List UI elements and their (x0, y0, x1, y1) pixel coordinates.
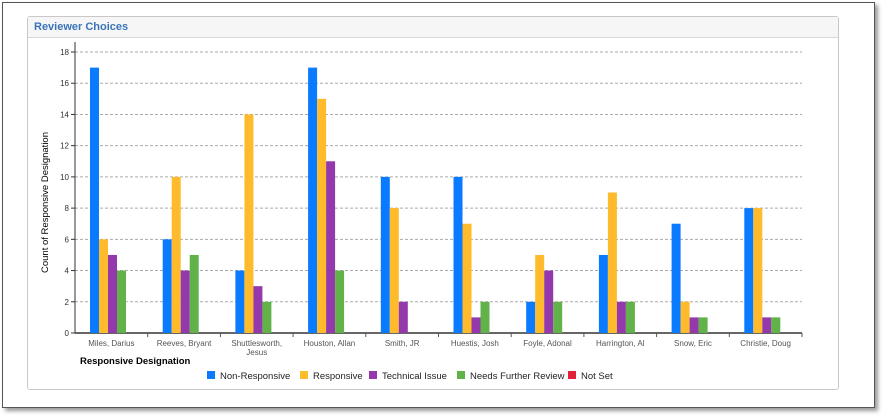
bar-responsive (535, 254, 545, 333)
bar-technical-issue (544, 270, 554, 333)
bar-needs-further-review (117, 270, 126, 333)
bar-technical-issue (326, 161, 336, 333)
bar-needs-further-review (553, 301, 563, 333)
bar-responsive (680, 301, 690, 333)
x-tick-label: Reeves, Bryant (157, 339, 212, 348)
bar-technical-issue (180, 270, 190, 333)
bar-technical-issue (616, 301, 626, 333)
legend-swatch (207, 371, 215, 379)
bar-non-responsive (90, 67, 99, 333)
bar-non-responsive (744, 208, 754, 333)
bar-technical-issue (253, 286, 263, 333)
y-tick-label: 0 (65, 329, 70, 338)
bar-non-responsive (308, 67, 318, 333)
legend-item-not-set[interactable]: Not Set (581, 371, 613, 382)
bar-non-responsive (235, 270, 245, 333)
bar-non-responsive (671, 223, 681, 333)
bar-technical-issue (108, 254, 117, 333)
legend-item-needs-further-review[interactable]: Needs Further Review (470, 371, 565, 382)
bar-non-responsive (380, 176, 390, 333)
y-tick-label: 8 (65, 204, 70, 213)
legend-item-non-responsive[interactable]: Non-Responsive (220, 371, 290, 382)
bar-needs-further-review (698, 317, 708, 333)
legend-swatch (300, 371, 308, 379)
x-tick-label: Foyle, Adonal (523, 339, 572, 348)
bar-needs-further-review (335, 270, 345, 333)
y-axis-title: Count of Responsive Designation (40, 132, 51, 273)
x-tick-label: Snow, Eric (674, 339, 712, 348)
reviewer-choices-panel: Reviewer Choices (27, 16, 839, 390)
bar-responsive (753, 208, 763, 333)
x-tick-label: Christie, Doug (740, 339, 791, 348)
legend-swatch (369, 371, 377, 379)
x-tick-label: Huestis, Josh (451, 339, 499, 348)
bar-technical-issue (689, 317, 699, 333)
bar-responsive (462, 223, 472, 333)
bar-responsive (607, 192, 617, 333)
y-tick-label: 16 (60, 79, 69, 88)
bar-non-responsive (162, 239, 172, 333)
y-tick-label: 4 (65, 267, 70, 276)
x-tick-label: Smith, JR (385, 339, 420, 348)
bar-technical-issue (471, 317, 481, 333)
y-tick-label: 10 (60, 173, 69, 182)
x-tick-label: Harrington, Al (596, 339, 645, 348)
bar-responsive (244, 114, 254, 333)
bar-responsive (99, 239, 108, 333)
y-tick-label: 6 (65, 235, 70, 244)
bar-needs-further-review (262, 301, 272, 333)
y-tick-label: 18 (60, 48, 69, 57)
legend-swatch (457, 371, 465, 379)
bar-needs-further-review (625, 301, 635, 333)
bar-responsive (171, 176, 181, 333)
x-tick-label: Houston, Allan (304, 339, 356, 348)
bar-responsive (317, 98, 327, 333)
bar-needs-further-review (189, 254, 199, 333)
x-tick-label: Jesus (246, 348, 267, 357)
bar-responsive (389, 208, 399, 333)
bar-non-responsive (453, 176, 463, 333)
bar-technical-issue (762, 317, 772, 333)
y-tick-label: 12 (60, 142, 69, 151)
x-axis-title: Responsive Designation (80, 356, 191, 367)
panel-title: Reviewer Choices (28, 17, 838, 38)
x-tick-label: Miles, Darius (88, 339, 134, 348)
legend-swatch (568, 371, 576, 379)
x-tick-label: Shuttlesworth, (231, 339, 282, 348)
bar-technical-issue (398, 301, 408, 333)
y-tick-label: 2 (65, 298, 70, 307)
y-tick-label: 14 (60, 110, 69, 119)
bar-non-responsive (598, 254, 608, 333)
bar-non-responsive (526, 301, 536, 333)
legend-item-responsive[interactable]: Responsive (313, 371, 363, 382)
bar-needs-further-review (480, 301, 490, 333)
legend-item-technical-issue[interactable]: Technical Issue (382, 371, 447, 382)
bar-needs-further-review (771, 317, 781, 333)
